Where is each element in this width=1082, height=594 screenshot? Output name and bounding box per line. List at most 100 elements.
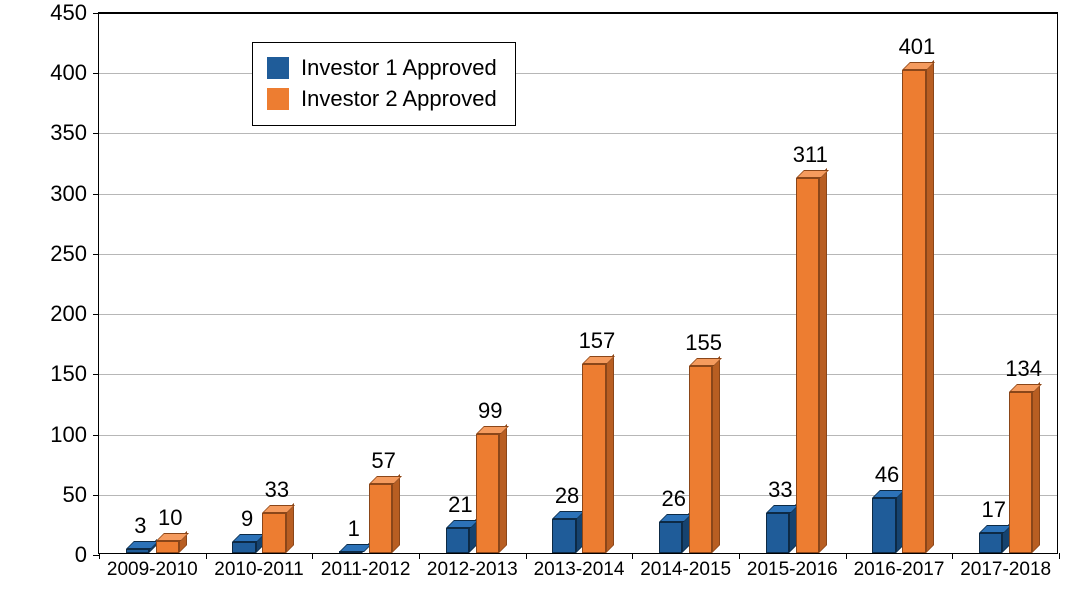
- bar-front: [582, 364, 605, 553]
- xtick-mark: [632, 553, 633, 559]
- legend-item: Investor 2 Approved: [267, 84, 497, 115]
- data-label: 17: [981, 497, 1005, 523]
- ytick-mark: [93, 73, 99, 74]
- xtick-label: 2010-2011: [214, 559, 303, 581]
- bar-front: [232, 542, 255, 553]
- ytick-label: 450: [50, 0, 87, 26]
- xtick-label: 2017-2018: [960, 559, 1051, 581]
- bar: [156, 541, 179, 553]
- data-label: 99: [478, 398, 502, 424]
- xtick-mark: [1059, 553, 1060, 559]
- data-label: 311: [793, 142, 828, 168]
- ytick-label: 300: [50, 181, 87, 207]
- ytick-label: 250: [50, 241, 87, 267]
- bar-front: [796, 178, 819, 553]
- ytick-mark: [93, 13, 99, 14]
- legend-swatch: [267, 57, 289, 79]
- ytick-label: 50: [63, 482, 87, 508]
- ytick-mark: [93, 435, 99, 436]
- bar-front: [766, 513, 789, 553]
- bar: [339, 552, 362, 553]
- xtick-mark: [739, 553, 740, 559]
- bar-front: [1009, 392, 1032, 553]
- xtick-mark: [419, 553, 420, 559]
- data-label: 401: [899, 34, 936, 60]
- ytick-mark: [93, 254, 99, 255]
- data-label: 26: [661, 486, 685, 512]
- xtick-mark: [206, 553, 207, 559]
- bar: [446, 528, 469, 553]
- ytick-label: 0: [75, 542, 87, 568]
- data-label: 28: [555, 483, 579, 509]
- bar-front: [689, 366, 712, 553]
- bar: [262, 513, 285, 553]
- data-label: 3: [134, 513, 146, 539]
- data-label: 155: [685, 330, 722, 356]
- bar-front: [126, 549, 149, 553]
- bar: [1009, 392, 1032, 553]
- bar-front: [979, 533, 1002, 553]
- legend-label: Investor 1 Approved: [301, 53, 497, 84]
- xtick-label: 2015-2016: [747, 559, 838, 581]
- xtick-mark: [99, 553, 100, 559]
- data-label: 9: [241, 506, 253, 532]
- legend: Investor 1 ApprovedInvestor 2 Approved: [252, 42, 516, 126]
- gridline: [99, 13, 1057, 14]
- xtick-label: 2013-2014: [534, 559, 625, 581]
- ytick-label: 200: [50, 301, 87, 327]
- bar: [369, 484, 392, 553]
- bar-side: [1032, 382, 1040, 553]
- bar-side: [606, 354, 614, 553]
- xtick-label: 2009-2010: [107, 559, 198, 581]
- xtick-label: 2014-2015: [640, 559, 731, 581]
- data-label: 21: [448, 492, 472, 518]
- data-label: 10: [158, 505, 182, 531]
- data-label: 157: [579, 328, 616, 354]
- bar: [232, 542, 255, 553]
- bar-front: [446, 528, 469, 553]
- xtick-mark: [846, 553, 847, 559]
- data-label: 1: [348, 516, 360, 542]
- bar-front: [902, 70, 925, 553]
- legend-label: Investor 2 Approved: [301, 84, 497, 115]
- bar: [126, 549, 149, 553]
- bar-front: [369, 484, 392, 553]
- bar-front: [262, 513, 285, 553]
- bar-side: [392, 474, 400, 553]
- data-label: 134: [1005, 356, 1042, 382]
- plot-area: 0501001502002503003504004502009-20103102…: [98, 12, 1058, 554]
- bar-top: [126, 541, 159, 549]
- data-label: 57: [371, 448, 395, 474]
- bar: [796, 178, 819, 553]
- legend-swatch: [267, 88, 289, 110]
- bar-front: [476, 434, 499, 553]
- xtick-mark: [526, 553, 527, 559]
- bar: [902, 70, 925, 553]
- xtick-label: 2016-2017: [854, 559, 945, 581]
- bar-front: [872, 498, 895, 553]
- xtick-mark: [952, 553, 953, 559]
- bar-front: [339, 551, 362, 553]
- bar: [872, 498, 895, 553]
- bar: [659, 522, 682, 553]
- bar: [476, 434, 499, 553]
- legend-item: Investor 1 Approved: [267, 53, 497, 84]
- chart-root: 0501001502002503003504004502009-20103102…: [0, 0, 1082, 594]
- bar: [766, 513, 789, 553]
- bar-front: [659, 522, 682, 553]
- bar-side: [499, 424, 507, 553]
- bar: [582, 364, 605, 553]
- data-label: 33: [265, 477, 289, 503]
- bar: [979, 533, 1002, 553]
- ytick-label: 400: [50, 60, 87, 86]
- bar-front: [156, 541, 179, 553]
- ytick-label: 350: [50, 120, 87, 146]
- bar-side: [926, 60, 934, 553]
- ytick-mark: [93, 314, 99, 315]
- data-label: 46: [875, 462, 899, 488]
- bar: [552, 519, 575, 553]
- bar-side: [819, 168, 827, 553]
- data-label: 33: [768, 477, 792, 503]
- xtick-mark: [312, 553, 313, 559]
- ytick-label: 100: [50, 422, 87, 448]
